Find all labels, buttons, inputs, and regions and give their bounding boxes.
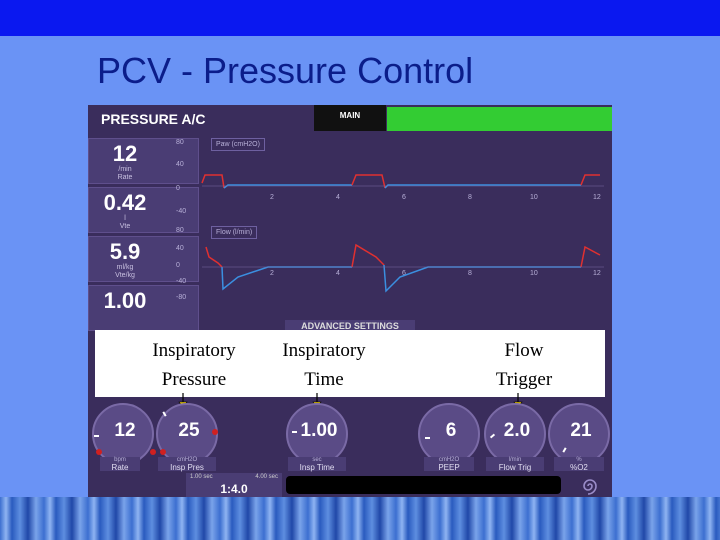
- f-xtick: 4: [336, 270, 340, 277]
- rate-unit: /min Rate: [117, 166, 133, 181]
- flow-trigger-annotation: Flow Trigger: [495, 340, 553, 390]
- slide-title: PCV - Pressure Control: [97, 50, 474, 91]
- flow-trigger-knob-value: 2.0: [503, 420, 531, 441]
- status-bar: [387, 107, 612, 131]
- f-xtick: 2: [270, 270, 274, 277]
- vte-value: 0.42: [103, 190, 147, 215]
- insp-pressure-knob[interactable]: 25: [156, 403, 218, 465]
- swirl-icon: [583, 479, 597, 495]
- ie-ratio-display: 1.00 sec 4.00 sec 1:4.0: [186, 473, 282, 497]
- pressure-graph-title: Paw (cmH2O): [211, 138, 265, 151]
- f-xtick: 12: [593, 270, 601, 277]
- knob-indicator-dot: [160, 449, 166, 455]
- f-xtick: 6: [402, 270, 406, 277]
- knob-marker: [425, 437, 430, 439]
- p-xtick: 6: [402, 194, 406, 201]
- waveform-traces: [201, 174, 604, 293]
- f-ytick: 80: [176, 227, 184, 234]
- pressure-trace-inspiration: [580, 174, 600, 186]
- title-bar-band: [0, 0, 720, 36]
- decorative-bottom-strip: [0, 497, 720, 540]
- p-xtick: 8: [468, 194, 472, 201]
- oxygen-knob-value: 21: [570, 420, 592, 441]
- rate-knob-value: 12: [114, 420, 136, 441]
- advanced-settings-tab[interactable]: ADVANCED SETTINGS: [285, 320, 415, 333]
- oxygen-knob[interactable]: 21: [548, 403, 610, 465]
- f-ytick: 0: [176, 262, 180, 269]
- ie-high: 4.00 sec: [255, 474, 278, 480]
- f-ytick: 40: [176, 245, 184, 252]
- ratio-value: 1.00: [103, 288, 147, 313]
- knob-marker: [94, 435, 99, 437]
- vte-readout: 0.42 l Vte: [88, 187, 199, 233]
- p-xtick: 10: [530, 194, 538, 201]
- mode-label: PRESSURE A/C: [101, 111, 206, 127]
- p-ytick: -40: [176, 208, 187, 215]
- pressure-trace-baseline: [223, 184, 352, 189]
- flow-trace-inspiration: [205, 246, 223, 268]
- peep-knob-value: 6: [445, 420, 457, 441]
- insp-pressure-knob-value: 25: [178, 420, 200, 441]
- vte-unit: l Vte: [119, 215, 131, 230]
- knob-marker: [292, 431, 297, 433]
- p-ytick: 80: [176, 139, 184, 146]
- vte-kg-value: 5.9: [109, 239, 141, 264]
- f-ytick: -40: [176, 278, 187, 285]
- oxygen-knob-label: % %O2: [554, 457, 604, 472]
- annotation-box: [95, 330, 605, 397]
- p-xtick: 12: [593, 194, 601, 201]
- insp-time-annotation: Inspiratory Time: [282, 340, 366, 390]
- rate-knob-label: bpm Rate: [100, 457, 140, 472]
- main-button[interactable]: MAIN: [314, 105, 386, 131]
- rate-readout: 12 /min Rate: [88, 138, 199, 184]
- p-xtick: 4: [336, 194, 340, 201]
- pressure-trace-inspiration: [351, 174, 386, 189]
- flow-trace-inspiration: [580, 245, 601, 268]
- insp-time-knob[interactable]: 1.00: [286, 403, 348, 465]
- flow-trigger-knob-label: l/min Flow Trig: [486, 457, 544, 472]
- insp-time-knob-value: 1.00: [300, 420, 338, 441]
- insp-pressure-knob-label: cmH2O Insp Pres: [158, 457, 216, 472]
- ratio-readout: 1.00: [88, 285, 199, 331]
- knob-indicator-dot: [150, 449, 156, 455]
- peep-knob[interactable]: 6: [418, 403, 480, 465]
- pressure-trace-inspiration: [201, 174, 225, 189]
- rate-value: 12: [112, 141, 138, 166]
- peep-knob-label: cmH2O PEEP: [424, 457, 474, 472]
- insp-pressure-annotation: Inspiratory Pressure: [152, 340, 236, 390]
- vte-kg-readout: 5.9 ml/kg Vte/kg: [88, 236, 199, 282]
- f-xtick: 8: [468, 270, 472, 277]
- ie-ratio-value: 1:4.0: [220, 482, 248, 496]
- f-xtick: 10: [530, 270, 538, 277]
- f-ytick: -80: [176, 294, 187, 301]
- ventilator-screen: PRESSURE A/C MAIN 12 /min Rate 0.42 l Vte …: [88, 105, 612, 497]
- vte-kg-unit: ml/kg Vte/kg: [115, 264, 135, 279]
- message-bar: [286, 476, 561, 494]
- flow-graph-title: Flow (l/min): [211, 226, 258, 239]
- p-ytick: 0: [176, 185, 180, 192]
- ie-low: 1.00 sec: [190, 474, 213, 480]
- knob-indicator-dot: [96, 449, 102, 455]
- insp-time-knob-label: sec Insp Time: [288, 457, 346, 472]
- pressure-trace-baseline: [384, 184, 581, 189]
- flow-trace-inspiration: [351, 243, 385, 268]
- p-ytick: 40: [176, 161, 184, 168]
- p-xtick: 2: [270, 194, 274, 201]
- knob-indicator-dot: [212, 429, 218, 435]
- rate-knob[interactable]: 12: [92, 403, 154, 465]
